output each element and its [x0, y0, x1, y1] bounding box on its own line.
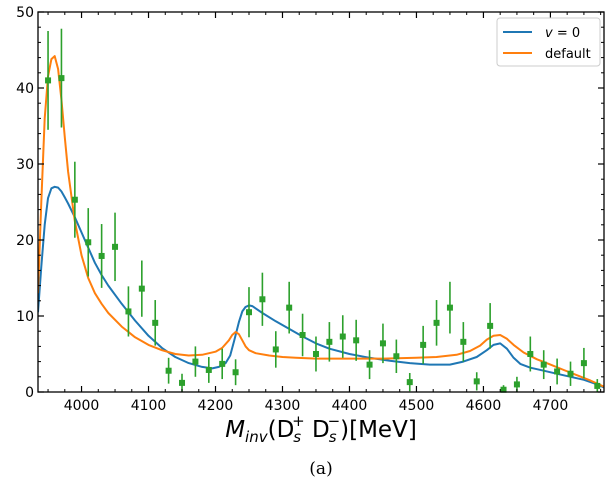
series-line-1 [38, 55, 604, 388]
data-point [379, 340, 386, 347]
legend: v = 0 default [496, 17, 601, 67]
data-point [513, 381, 520, 388]
data-point [98, 252, 105, 259]
data-point [125, 308, 132, 315]
data-point [353, 337, 360, 344]
x-axis: 4000 4100 4200 4300 4400 4500 4600 4700 [47, 12, 602, 414]
data-point [393, 353, 400, 360]
data-point [406, 379, 413, 386]
data-point [45, 77, 52, 84]
data-point [112, 243, 119, 250]
data-points [45, 28, 601, 393]
data-point [286, 304, 293, 311]
data-point [446, 304, 453, 311]
data-point [527, 351, 534, 357]
figure-caption: (a) [309, 459, 332, 479]
data-point [232, 369, 239, 376]
data-point [312, 351, 319, 357]
curves [38, 55, 604, 389]
data-point [420, 341, 427, 348]
data-point [71, 196, 78, 203]
data-point [339, 333, 346, 340]
x-tick-label: 4600 [466, 398, 502, 414]
data-point [487, 322, 494, 329]
y-tick-label: 0 [25, 385, 34, 401]
x-tick-label: 4200 [198, 398, 234, 414]
y-tick-label: 10 [16, 309, 34, 325]
data-point [366, 361, 373, 368]
data-point [567, 370, 574, 377]
x-tick-label: 4000 [64, 398, 100, 414]
series-line-0 [38, 185, 604, 389]
data-point [85, 239, 92, 246]
x-tick-label: 4500 [399, 398, 435, 414]
data-point [205, 366, 212, 373]
data-point [192, 358, 199, 365]
data-point [299, 332, 306, 338]
data-point [219, 360, 226, 367]
y-tick-label: 30 [16, 157, 34, 173]
y-tick-label: 40 [16, 81, 34, 97]
data-point [58, 75, 65, 82]
x-tick-label: 4700 [533, 398, 569, 414]
data-point [594, 382, 601, 389]
data-point [460, 338, 467, 345]
x-tick-label: 4400 [332, 398, 368, 414]
y-axis: 0 10 20 30 40 50 [16, 5, 604, 401]
plot-frame [37, 11, 605, 393]
data-point [152, 319, 159, 326]
data-point [433, 319, 440, 326]
x-tick-label: 4300 [265, 398, 301, 414]
legend-label-v0: v = 0 [545, 26, 580, 41]
data-point [473, 378, 480, 385]
data-point [554, 368, 561, 375]
legend-label-default: default [545, 47, 591, 62]
data-point [245, 309, 252, 316]
data-point [272, 346, 279, 353]
data-point [580, 360, 587, 367]
data-point [259, 296, 266, 303]
y-tick-label: 20 [16, 233, 34, 249]
y-tick-label: 50 [16, 5, 34, 21]
data-point [500, 386, 507, 393]
data-point [326, 338, 333, 345]
data-point [179, 379, 186, 386]
x-axis-title: Minv(Ds+ Ds−)[MeV] [225, 412, 417, 446]
data-point [138, 285, 145, 292]
data-point [165, 367, 172, 374]
data-point [540, 361, 547, 368]
x-tick-label: 4100 [131, 398, 167, 414]
